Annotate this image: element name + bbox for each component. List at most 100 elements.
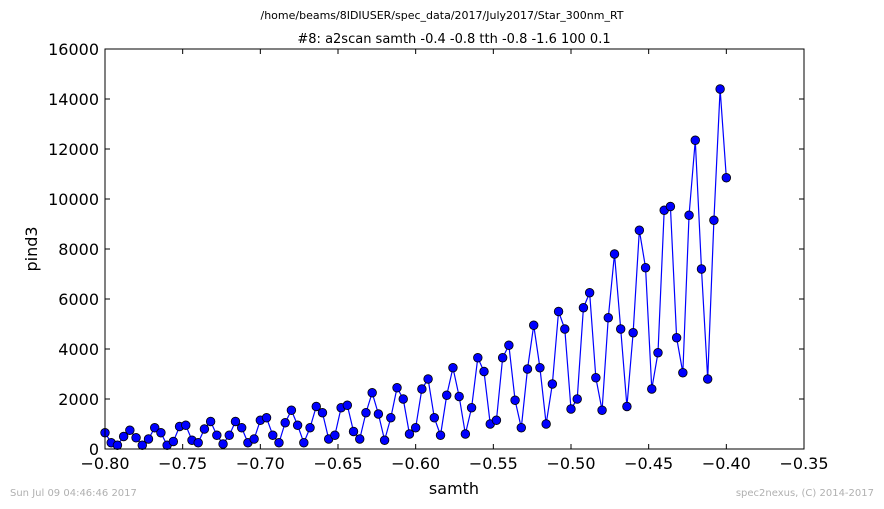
data-point	[137, 440, 147, 450]
data-point	[448, 363, 458, 373]
data-point	[529, 320, 539, 330]
data-point	[118, 431, 129, 442]
data-point	[584, 288, 595, 298]
data-point	[274, 438, 284, 448]
data-point	[317, 408, 328, 418]
data-point	[504, 340, 514, 350]
y-tick-label: 14000	[48, 90, 99, 109]
x-tick-label: −0.55	[469, 454, 518, 473]
x-tick-label: −0.40	[702, 454, 751, 473]
x-tick-label: −0.65	[313, 454, 362, 473]
y-tick-label: 2000	[58, 390, 99, 409]
data-point	[205, 416, 216, 427]
data-point	[572, 394, 582, 404]
data-point	[236, 423, 247, 433]
data-point	[442, 390, 452, 400]
data-point	[435, 430, 446, 440]
data-point	[305, 423, 315, 433]
y-axis-label: pind3	[22, 226, 41, 271]
x-tick-label: −0.50	[546, 454, 595, 473]
data-point	[616, 324, 626, 334]
data-point	[361, 408, 371, 418]
data-point	[553, 306, 564, 317]
footer-timestamp: Sun Jul 09 04:46:46 2017	[10, 488, 137, 499]
series-layer	[100, 84, 732, 450]
data-point	[286, 405, 297, 415]
data-point	[355, 434, 365, 444]
data-point	[417, 384, 427, 394]
chart-title: #8: a2scan samth -0.4 -0.8 tth -0.8 -1.6…	[297, 32, 610, 47]
ticks-layer: −0.80 −0.75 −0.70 −0.65 −0.60 −0.55 −0.50 −0.45…	[48, 40, 828, 473]
x-tick-label: −0.35	[779, 454, 828, 473]
data-point	[330, 430, 340, 440]
y-tick-label: 6000	[58, 290, 99, 309]
x-tick-label: −0.45	[624, 454, 673, 473]
data-point	[535, 363, 545, 373]
y-tick-label: 12000	[48, 140, 99, 159]
data-point	[181, 420, 191, 430]
data-point	[218, 439, 228, 449]
y-tick-label: 10000	[48, 190, 99, 209]
x-tick-label: −0.70	[236, 454, 285, 473]
data-point	[690, 135, 700, 145]
data-point	[460, 429, 471, 439]
data-point	[491, 415, 502, 425]
data-point	[131, 433, 141, 443]
chart-supertitle: /home/beams/8IDIUSER/spec_data/2017/July…	[260, 9, 623, 22]
data-point	[156, 428, 166, 438]
data-point	[665, 201, 676, 212]
y-tick-label: 0	[89, 440, 99, 459]
data-point	[125, 425, 135, 435]
x-tick-label: −0.80	[80, 454, 129, 473]
data-point	[678, 368, 688, 378]
data-point	[143, 434, 154, 444]
data-point	[578, 303, 589, 313]
y-tick-label: 4000	[58, 340, 99, 359]
data-point	[386, 413, 396, 423]
x-tick-label: −0.75	[158, 454, 207, 473]
data-point	[622, 401, 632, 412]
x-tick-label: −0.60	[391, 454, 440, 473]
data-point	[466, 403, 477, 413]
data-point	[709, 215, 719, 225]
data-point	[634, 225, 645, 235]
data-point	[150, 423, 160, 433]
data-point	[721, 173, 732, 183]
series-line	[104, 88, 727, 447]
data-point	[112, 440, 123, 450]
data-point	[653, 348, 663, 358]
data-point	[230, 416, 241, 427]
data-point	[311, 401, 321, 412]
data-point	[647, 384, 657, 394]
data-point	[560, 324, 570, 334]
footer-credit: spec2nexus, (C) 2014-2017	[735, 488, 874, 499]
data-point	[193, 438, 203, 448]
data-point	[591, 373, 601, 383]
data-point	[597, 405, 607, 415]
data-point	[684, 210, 694, 220]
data-point	[671, 333, 682, 343]
data-point	[696, 264, 707, 274]
data-point	[510, 395, 520, 405]
data-point	[566, 404, 576, 414]
data-point	[249, 434, 259, 444]
data-point	[516, 423, 526, 433]
data-point	[392, 383, 402, 393]
data-point	[715, 84, 725, 94]
data-point	[261, 413, 272, 423]
data-point	[609, 249, 620, 259]
data-point	[348, 426, 359, 437]
data-point	[454, 391, 464, 402]
data-point	[379, 435, 390, 445]
data-point	[199, 424, 210, 434]
data-point	[292, 420, 303, 430]
y-tick-label: 8000	[58, 240, 99, 259]
data-point	[497, 353, 508, 363]
plot-frame	[104, 48, 805, 450]
data-point	[410, 423, 421, 433]
data-point	[541, 419, 551, 429]
data-point	[367, 388, 377, 398]
data-point	[522, 364, 533, 374]
data-point	[429, 413, 440, 423]
